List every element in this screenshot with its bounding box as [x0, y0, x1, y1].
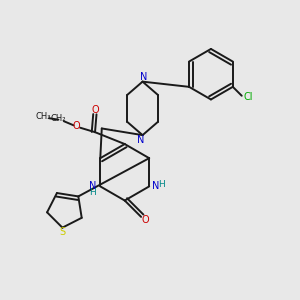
Text: H: H — [89, 188, 96, 197]
Text: N: N — [140, 72, 148, 82]
Text: N: N — [137, 135, 145, 145]
Text: Cl: Cl — [244, 92, 253, 102]
Text: CH₂: CH₂ — [50, 114, 66, 123]
Text: CH₃: CH₃ — [36, 112, 51, 121]
Text: H: H — [158, 179, 165, 188]
Text: N: N — [89, 182, 97, 191]
Text: S: S — [59, 226, 65, 236]
Text: O: O — [141, 215, 149, 225]
Text: O: O — [91, 105, 99, 115]
Text: O: O — [72, 121, 80, 131]
Text: N: N — [152, 182, 159, 191]
